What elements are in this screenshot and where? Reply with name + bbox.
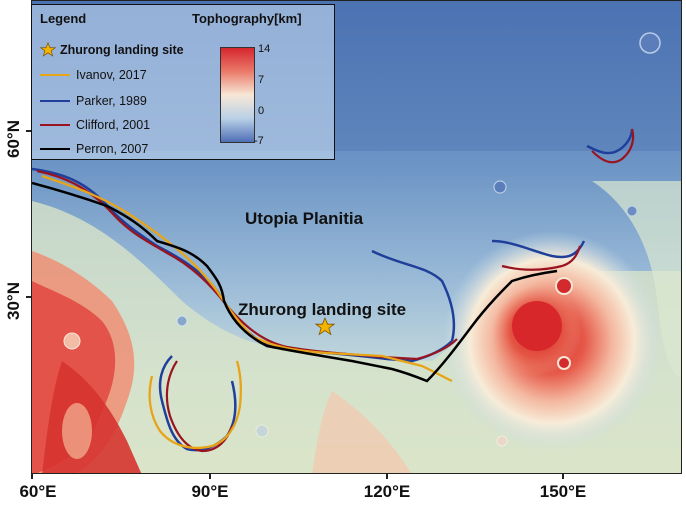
legend-swatch-ivanov xyxy=(40,73,70,77)
x-label-120e: 120°E xyxy=(363,482,411,501)
zhurong-site-label: Zhurong landing site xyxy=(238,300,407,319)
x-tick-90e xyxy=(209,474,211,479)
y-tick-30n xyxy=(26,296,31,298)
x-label-150e: 150°E xyxy=(539,482,587,501)
legend-item-perron: Perron, 2007 xyxy=(40,141,148,157)
hecates-tholus xyxy=(555,277,573,295)
colorbar-tick-neg7: -7 xyxy=(254,135,264,147)
colorbar-title-text: Tophography xyxy=(192,11,275,26)
south-central-highland xyxy=(312,391,411,473)
x-tick-150e xyxy=(562,474,564,479)
y-label-30n: 30°N xyxy=(4,282,23,320)
colorbar-tick-0: 0 xyxy=(258,105,265,117)
x-tick-120e xyxy=(386,474,388,479)
colorbar-title: Tophography[km] xyxy=(192,11,302,26)
colorbar-unit: [km] xyxy=(274,11,302,26)
parker-1989-ne xyxy=(586,128,634,155)
crater-1 xyxy=(639,32,661,54)
parker-1989-loop xyxy=(158,355,237,452)
legend-label-zhurong: Zhurong landing site xyxy=(60,43,184,57)
legend-swatch-parker xyxy=(40,99,70,103)
crater-6 xyxy=(255,424,269,438)
ivanov-2017-loop xyxy=(148,360,242,450)
clifford-2001-ne xyxy=(591,128,635,164)
colorbar-tick-14: 14 xyxy=(258,43,271,55)
legend-label-perron: Perron, 2007 xyxy=(76,142,149,156)
parker-1989-branch xyxy=(371,249,456,342)
albor-tholus xyxy=(557,356,571,370)
legend-item-clifford: Clifford, 2001 xyxy=(40,117,150,133)
utopia-planitia-label: Utopia Planitia xyxy=(245,209,364,228)
summit-caldera xyxy=(62,403,92,459)
legend-swatch-perron xyxy=(40,147,70,151)
legend-swatch-clifford xyxy=(40,123,70,127)
x-label-90e: 90°E xyxy=(191,482,229,501)
crater-4 xyxy=(176,315,188,327)
y-tick-60n xyxy=(26,130,31,132)
east-highland xyxy=(592,181,681,380)
clifford-2001-loop xyxy=(165,360,234,453)
legend-label-parker: Parker, 1989 xyxy=(76,94,147,108)
crater-7 xyxy=(496,435,508,447)
crater-2 xyxy=(493,180,507,194)
x-tick-60e xyxy=(31,474,33,479)
legend-item-ivanov: Ivanov, 2017 xyxy=(40,67,147,83)
legend-item-parker: Parker, 1989 xyxy=(40,93,147,109)
legend-item-zhurong: Zhurong landing site xyxy=(40,42,184,58)
zhurong-landing-site-star[interactable] xyxy=(314,316,336,336)
colorbar xyxy=(220,47,255,143)
legend-panel: Legend Tophography[km] Zhurong landing s… xyxy=(31,4,335,160)
colorbar-tick-7: 7 xyxy=(258,74,265,86)
crater-3 xyxy=(626,205,638,217)
legend-label-ivanov: Ivanov, 2017 xyxy=(76,68,147,82)
elysium-summit xyxy=(512,301,562,351)
ivanov-2017-shoreline xyxy=(41,174,453,383)
y-label-60n: 60°N xyxy=(4,120,23,158)
perron-2007-shoreline xyxy=(32,181,558,383)
clifford-2001-east xyxy=(501,245,582,271)
x-label-60e: 60°E xyxy=(19,482,57,501)
legend-label-clifford: Clifford, 2001 xyxy=(76,118,151,132)
legend-title: Legend xyxy=(40,11,87,26)
crater-5 xyxy=(63,332,81,350)
star-icon xyxy=(40,42,56,57)
